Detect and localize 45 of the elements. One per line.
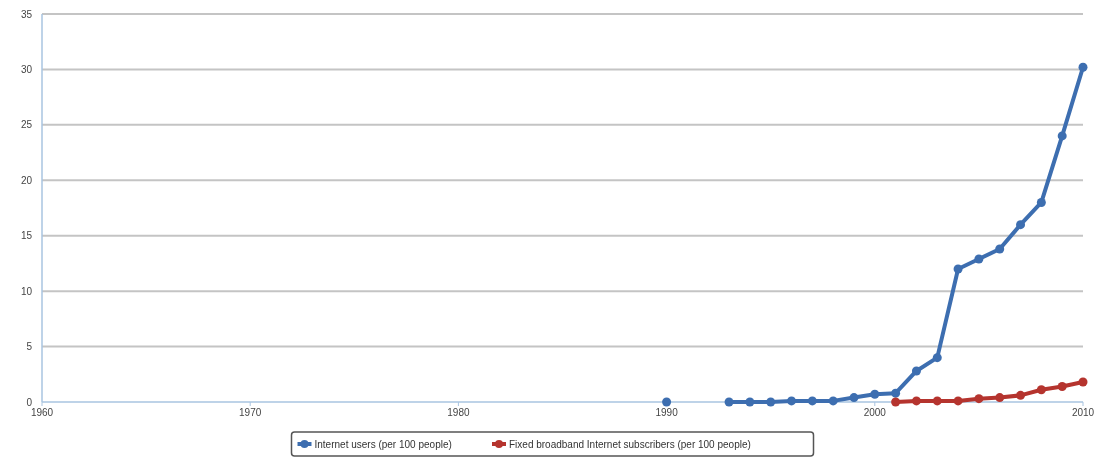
y-tick-label: 20: [20, 174, 33, 186]
y-tick-label: 30: [20, 63, 33, 75]
y-tick-label: 0: [26, 396, 33, 408]
point: [953, 396, 963, 406]
point: [807, 396, 817, 406]
point: [787, 396, 797, 406]
point: [953, 264, 963, 274]
y-tick-label: 25: [20, 119, 33, 131]
x-tick-label: 1990: [655, 407, 679, 418]
y-tick-label: 5: [26, 341, 33, 353]
y-tick-label: 35: [20, 8, 33, 20]
point: [995, 244, 1005, 254]
point: [1078, 377, 1088, 387]
point: [891, 397, 901, 407]
point: [1036, 197, 1046, 207]
point: [932, 353, 942, 363]
point: [1057, 381, 1067, 391]
x-tick-label: 2010: [1071, 407, 1095, 418]
point: [849, 393, 859, 403]
point: [995, 393, 1005, 403]
point: [766, 397, 776, 407]
x-tick-label: 1960: [30, 407, 54, 418]
point: [974, 254, 984, 264]
point: [1016, 220, 1026, 230]
point: [724, 397, 734, 407]
point: [1016, 390, 1026, 400]
x-tick-label: 1970: [239, 407, 262, 418]
y-tick-label: 10: [20, 285, 33, 297]
point: [891, 388, 901, 398]
point: [745, 397, 755, 407]
point: [932, 396, 942, 406]
point: [911, 396, 921, 406]
legend-label: Internet users (per 100 people): [314, 438, 452, 450]
point: [911, 366, 921, 376]
x-tick-label: 1980: [447, 407, 470, 418]
point: [662, 397, 672, 407]
point: [1078, 62, 1088, 72]
point: [828, 396, 838, 406]
point: [1036, 385, 1046, 395]
x-tick-label: 2000: [863, 407, 887, 418]
y-tick-label: 15: [20, 230, 33, 242]
point: [870, 389, 880, 399]
point: [1057, 131, 1067, 141]
legend-label: Fixed broadband Internet subscribers (per 100 people): [509, 438, 751, 450]
point: [974, 394, 984, 404]
